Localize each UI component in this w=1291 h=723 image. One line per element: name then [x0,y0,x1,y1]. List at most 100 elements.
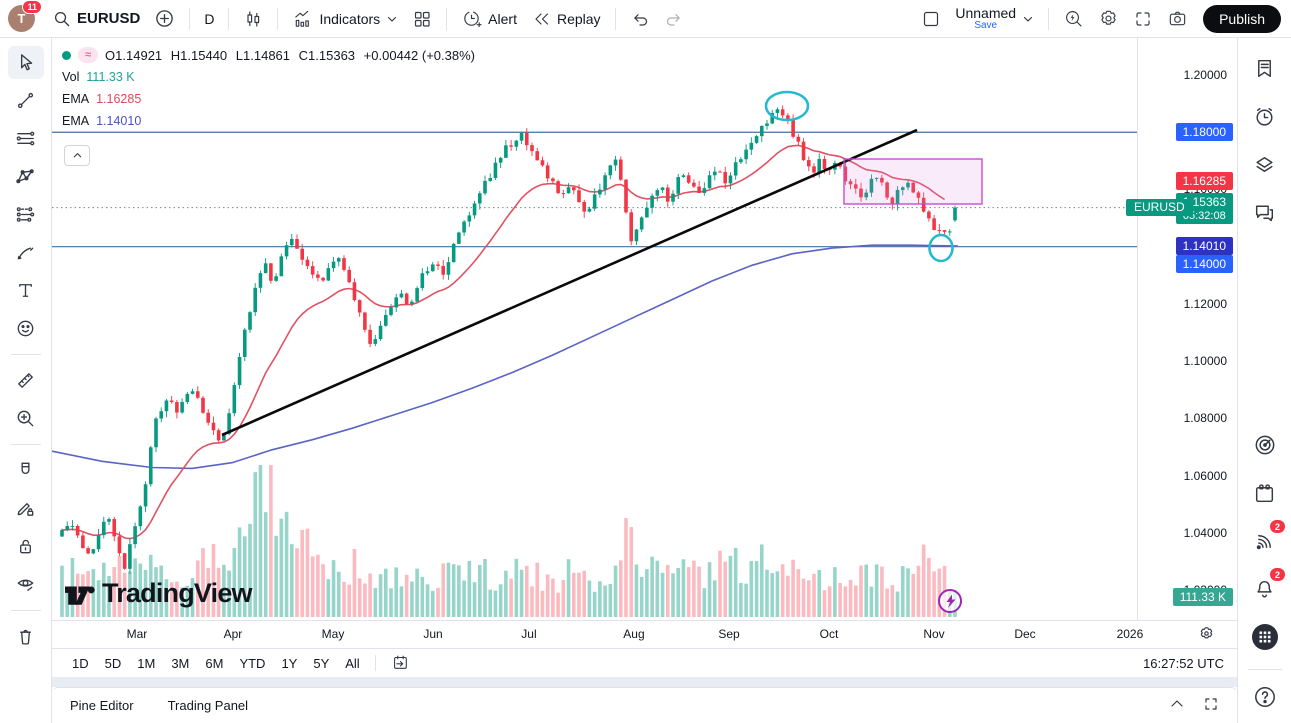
trash-icon [20,629,31,645]
tool-emoji[interactable] [8,312,44,345]
right-sidebar: 2 2 [1237,38,1291,723]
chats-button[interactable] [1248,196,1282,228]
tool-lock-all[interactable] [8,530,44,563]
tool-trend-line[interactable] [8,84,44,117]
object-tree-button[interactable] [1248,148,1282,180]
high-value: H1.15440 [170,47,228,63]
tool-magnet[interactable] [8,454,44,487]
range-button-ytd[interactable]: YTD [239,655,266,671]
price-label-1.18000: 1.18000 [1175,123,1233,142]
legend-ema-fast-row[interactable]: EMA 1.16285 [62,90,480,108]
ema-slow-line[interactable] [52,244,959,470]
tool-cursor[interactable] [7,46,44,79]
range-button-1d[interactable]: 1D [72,655,89,671]
publish-button[interactable]: Publish [1203,4,1281,33]
price-tick: 1.08000 [1183,411,1227,426]
time-axis-label-May: May [321,627,345,641]
settings-button[interactable] [1091,5,1126,32]
chevron-up-icon [73,153,81,158]
legend-symbol-row[interactable]: ≈ O1.14921 H1.15440 L1.14861 C1.15363 +0… [62,46,480,64]
volume-axis-label: 111.33 K [1172,588,1233,606]
goto-date-button[interactable] [384,651,416,676]
legend-ema-slow-row[interactable]: EMA 1.14010 [62,112,480,130]
tool-brush[interactable] [8,236,44,269]
layout-name-button[interactable]: Unnamed Save [948,3,1041,34]
notifications-button[interactable]: 2 [1248,567,1286,605]
snapshot-button[interactable] [1160,5,1195,32]
panel-maximize-button[interactable] [1203,696,1219,715]
toolbar-divider [228,7,230,30]
range-button-6m[interactable]: 6M [205,655,224,671]
maximize-icon [1205,698,1217,710]
tool-hide-drawings[interactable] [8,568,44,601]
ema-fast-line[interactable] [61,144,946,540]
range-button-1m[interactable]: 1M [137,655,156,671]
legend-collapse-button[interactable] [64,145,90,166]
chart-pane[interactable]: 1.200001.180001.160001.140001.120001.100… [52,38,1237,620]
search-icon [54,11,70,27]
ellipse-drawing-2[interactable] [928,233,954,263]
time-axis-label-Mar: Mar [126,627,148,641]
chart-style-button[interactable] [236,6,270,32]
tab-pine-editor[interactable]: Pine Editor [70,698,134,713]
symbol-search-button[interactable]: EURUSD [45,6,147,31]
tab-trading-panel[interactable]: Trading Panel [167,698,249,713]
tool-remove-drawings[interactable] [8,620,44,653]
range-button-all[interactable]: All [345,655,360,671]
quick-search-bolt-icon [1066,11,1082,27]
rectangle-drawing[interactable] [843,158,983,205]
chat-bubbles-icon [1255,205,1274,221]
tool-text[interactable] [8,274,44,307]
lock-icon [20,539,31,554]
pencil-lock-icon [17,503,34,516]
symbol-name: EURUSD [77,10,141,27]
panel-expand-up-button[interactable] [1169,696,1185,715]
tool-projection[interactable] [8,198,44,231]
price-tick: 1.12000 [1183,296,1227,311]
price-axis[interactable]: 1.200001.180001.160001.140001.120001.100… [1137,38,1237,620]
ellipse-drawing-1[interactable] [764,90,810,122]
save-link[interactable]: Save [974,19,998,31]
tool-zoom-in[interactable] [8,402,44,435]
time-axis-settings-icon[interactable] [1198,625,1215,645]
range-button-5y[interactable]: 5Y [313,655,330,671]
undo-button[interactable] [623,6,657,32]
redo-button[interactable] [657,6,691,32]
fullscreen-button[interactable] [1126,6,1160,32]
time-axis[interactable]: Mar Apr May Jun Jul Aug Sep Oct Nov Dec 2026 [52,620,1237,648]
range-buttons: 1D 5D 1M 3M 6M YTD 1Y 5Y All [65,654,367,673]
compare-add-symbol-button[interactable] [147,5,182,32]
tool-measure[interactable] [8,364,44,397]
time-axis-label-Jul: Jul [521,627,537,641]
session-clock[interactable]: 16:27:52 UTC [1143,655,1224,671]
rail-divider [10,354,41,355]
interval-button[interactable]: D [197,8,221,30]
range-button-1y[interactable]: 1Y [281,655,298,671]
streams-button[interactable]: 2 [1248,519,1286,557]
save-layout-indicator[interactable] [914,6,948,32]
tool-pattern-xabcd[interactable] [8,160,44,193]
trendline-drawing[interactable] [221,128,918,437]
help-button[interactable] [1247,669,1282,713]
apps-grid-icon [1251,624,1278,650]
alerts-button[interactable] [1248,100,1282,132]
multichart-layout-button[interactable] [405,6,439,32]
replay-button[interactable]: Replay [524,6,608,32]
range-button-5d[interactable]: 5D [104,655,122,671]
calendar-button[interactable] [1248,477,1282,509]
user-avatar[interactable]: T 11 [8,0,42,32]
quick-search-button[interactable] [1056,5,1091,32]
market-status-dot [62,50,71,60]
create-alert-button[interactable]: Alert [454,5,524,32]
range-button-3m[interactable]: 3M [171,655,190,671]
tool-drawing-mode-lock[interactable] [8,492,44,525]
rail-divider [10,444,41,445]
chart-canvas[interactable] [52,38,1137,620]
watchlist-button[interactable] [1248,52,1282,84]
legend-volume-row[interactable]: Vol 111.33 K [62,68,480,86]
indicators-button[interactable]: Indicators [285,5,405,32]
technicals-button[interactable] [1248,429,1282,461]
apps-grid-button[interactable] [1248,621,1282,653]
panel-gap [52,677,1237,687]
tool-fib-retracement[interactable] [8,122,44,155]
